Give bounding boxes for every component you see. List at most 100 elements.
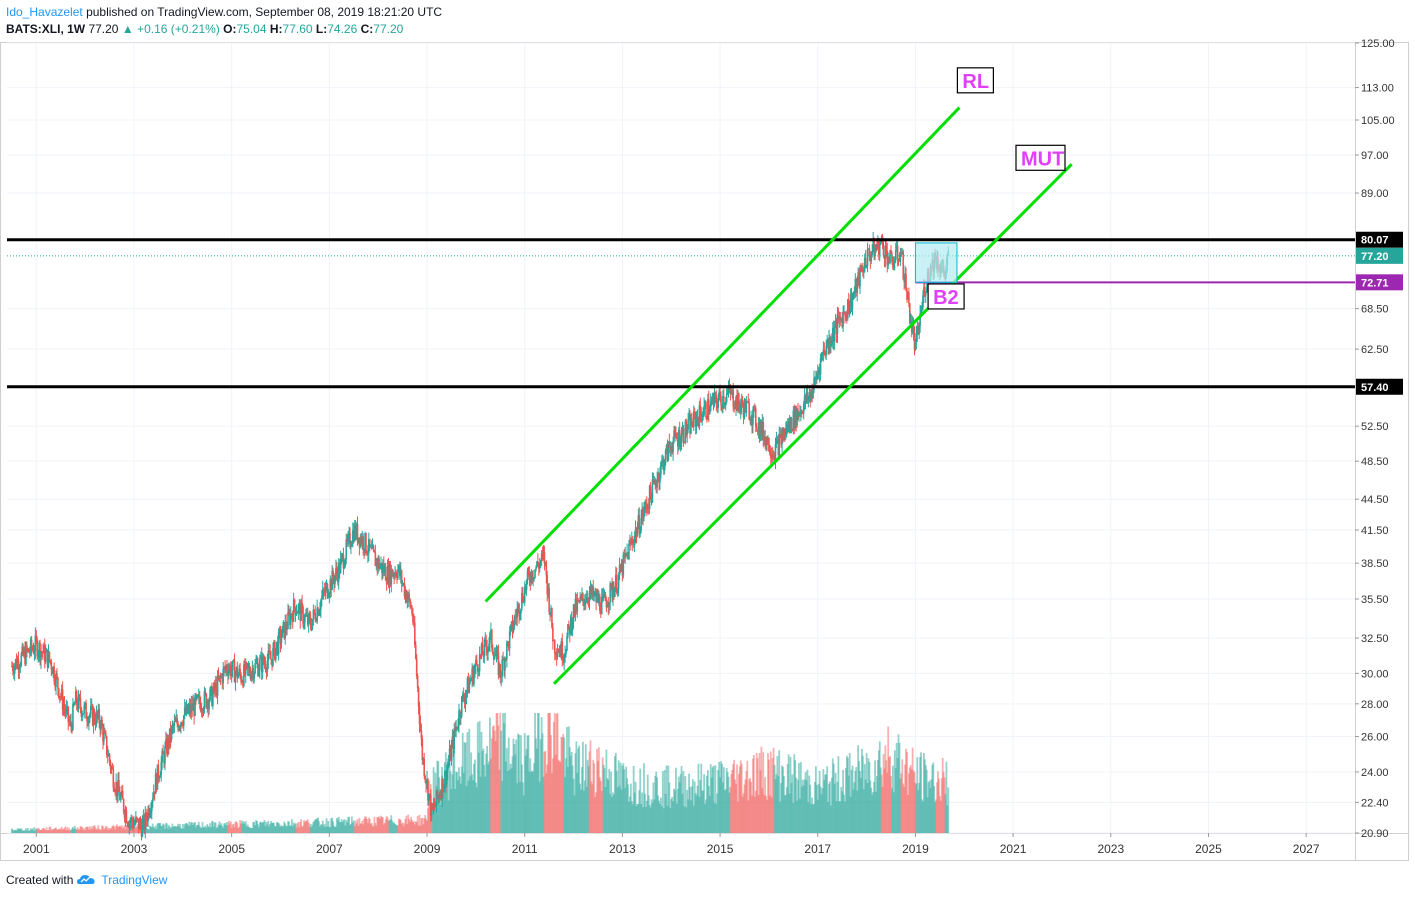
price-candle-body (866, 249, 869, 267)
volume-bar (79, 826, 82, 833)
volume-bar (416, 815, 419, 833)
volume-bar (77, 829, 80, 833)
volume-bar (103, 829, 105, 833)
volume-bar (747, 800, 750, 833)
volume-bar (781, 765, 783, 833)
price-candle-body (532, 577, 534, 580)
price-candle-body (78, 695, 81, 699)
price-candle-body (133, 823, 135, 828)
price-candle-body (457, 725, 459, 729)
volume-bar (503, 723, 505, 833)
volume-bar (806, 769, 809, 833)
price-candle-body (264, 663, 267, 670)
price-candle-body (551, 608, 553, 628)
price-candle-body (886, 250, 889, 266)
volume-bar (667, 765, 670, 833)
volume-bar (453, 747, 456, 833)
y-tick-label: 44.50 (1361, 494, 1389, 506)
price-candle-body (256, 662, 258, 664)
price-candle-body (620, 563, 623, 572)
tradingview-link[interactable]: TradingView (101, 873, 168, 887)
volume-bar (179, 823, 181, 833)
volume-bar (839, 801, 842, 833)
price-candle-body (600, 597, 603, 615)
price-candle-body (389, 564, 392, 585)
price-candle-body (603, 594, 606, 597)
volume-bar (834, 772, 837, 833)
price-candle-body (524, 586, 527, 590)
volume-bar (587, 766, 590, 833)
volume-bar (307, 822, 310, 833)
price-candle-body (858, 272, 860, 287)
volume-bar (89, 829, 92, 833)
annotation-label: RL (962, 71, 989, 93)
y-tick-label: 26.00 (1361, 732, 1389, 744)
volume-bar (162, 823, 165, 833)
price-candle-body (259, 655, 262, 660)
price-candle-body (147, 808, 149, 822)
price-label-badge (1356, 231, 1403, 248)
price-candle-body (703, 405, 705, 416)
volume-bar (714, 765, 717, 833)
volume-bar (487, 764, 489, 833)
volume-bar (131, 828, 134, 833)
price-candle-body (383, 564, 385, 574)
price-candle-body (442, 778, 444, 793)
price-candle-body (141, 821, 144, 837)
price-candle-body (434, 805, 437, 807)
price-candle-body (796, 409, 798, 426)
volume-bar (845, 768, 847, 833)
volume-bar (241, 820, 243, 833)
volume-bar (613, 756, 616, 833)
volume-bar (235, 821, 238, 833)
price-candle-body (924, 291, 927, 296)
volume-bar (232, 823, 235, 833)
price-candle-body (121, 791, 124, 800)
price-candle-body (324, 586, 327, 594)
price-candle-body (758, 422, 761, 437)
price-candle-body (85, 703, 87, 719)
volume-bar (37, 827, 40, 833)
price-candle-body (626, 552, 628, 555)
price-candle-body (104, 731, 106, 734)
price-candle-body (300, 602, 302, 621)
volume-bar (603, 768, 606, 833)
price-candle-body (27, 648, 30, 653)
volume-bar (43, 829, 46, 833)
price-candle-body (826, 339, 828, 347)
volume-bar (590, 781, 593, 833)
volume-bar (754, 790, 757, 833)
volume-bar (761, 788, 764, 833)
price-candle-body (189, 704, 192, 714)
volume-bar (389, 819, 392, 833)
price-candle-body (271, 658, 273, 666)
author-link[interactable]: Ido_Havazelet (6, 5, 83, 19)
volume-bar (511, 756, 514, 833)
price-candle-body (100, 720, 102, 730)
time-axis[interactable]: 2001 2003 2005 2007 2009 2011 2013 2015 2017 2019… (23, 833, 1320, 856)
volume-bar (690, 800, 692, 833)
price-candle-body (287, 612, 289, 629)
price-candle-body (909, 321, 912, 324)
volume-bar (664, 793, 667, 833)
volume-bar (562, 734, 565, 833)
volume-bar (218, 821, 221, 833)
volume-bar (234, 821, 237, 833)
volume-bar (576, 772, 579, 833)
volume-bar (21, 830, 24, 833)
price-candle-body (320, 600, 322, 610)
volume-bar (731, 769, 734, 833)
volume-bar (851, 765, 854, 833)
price-candle-body (489, 632, 491, 644)
price-axis[interactable]: 125.00113.00105.0097.0089.0080.0777.2072… (1355, 38, 1403, 840)
volume-bar (593, 763, 596, 833)
volume-bar (384, 819, 387, 833)
volume-bar (67, 830, 70, 833)
price-candle-body (396, 576, 398, 578)
price-candle-body (798, 413, 800, 417)
volume-bar (22, 830, 25, 833)
volume-bar (39, 829, 41, 833)
price-candle-body (309, 618, 312, 626)
volume-bar (605, 749, 608, 833)
